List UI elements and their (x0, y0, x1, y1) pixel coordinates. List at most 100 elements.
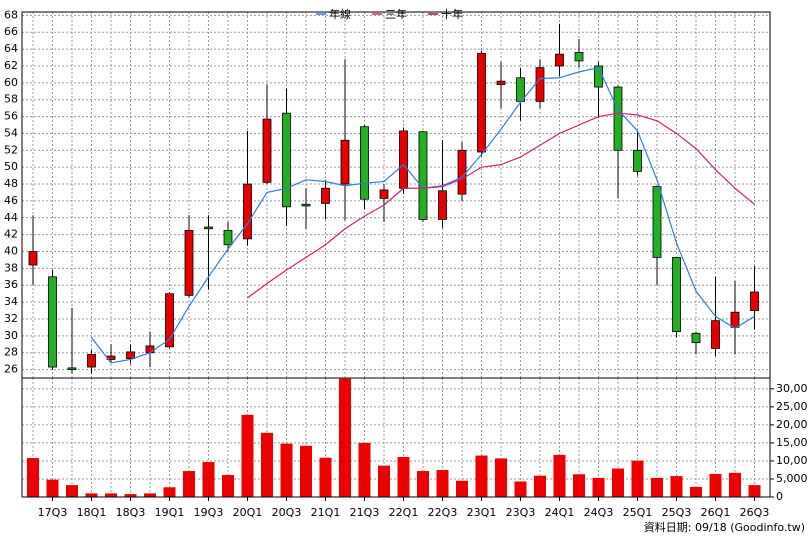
y-tick-label: 44 (4, 211, 18, 224)
volume-bar (397, 456, 410, 497)
candle-body (360, 126, 369, 200)
volume-bar (651, 477, 663, 497)
volume-bar (690, 486, 702, 497)
volume-bar (183, 471, 195, 497)
volume-bar (514, 481, 527, 497)
x-tick-label: 18Q3 (116, 506, 146, 519)
volume-bar (729, 472, 741, 497)
candle-body (223, 230, 233, 246)
y2-tick-label: 0 (776, 490, 783, 503)
y-tick-label: 62 (4, 59, 18, 72)
x-tick-label: 24Q1 (545, 506, 575, 519)
candle-body (282, 112, 291, 208)
volume-bar (475, 455, 488, 497)
volume-bar (85, 493, 98, 497)
x-tick-label: 20Q3 (272, 506, 302, 519)
candle-body (516, 77, 525, 102)
volume-bar (534, 475, 546, 497)
volume-bar (222, 475, 234, 497)
candle-body (399, 130, 408, 189)
volume-bar (670, 476, 683, 497)
volume-bar (241, 414, 254, 497)
candle-body (28, 251, 38, 266)
candle-body (594, 65, 603, 88)
candle-body (652, 186, 662, 258)
plot-area (22, 378, 770, 497)
y-tick-label: 68 (4, 8, 18, 21)
volume-bar (456, 480, 468, 497)
y-tick-label: 54 (4, 126, 18, 139)
y-tick-label: 36 (4, 278, 18, 291)
y-tick-label: 32 (4, 312, 18, 325)
source-note: 資料日期: 09/18 (Goodinfo.tw) (644, 520, 805, 534)
candle-body (633, 149, 642, 172)
candle-body (555, 53, 564, 67)
candle-body (496, 80, 506, 85)
legend-label: 十年 (441, 7, 463, 21)
candle-body (418, 131, 428, 220)
volume-bar (417, 471, 429, 497)
y-tick-label: 56 (4, 110, 18, 123)
y-tick-label: 30 (4, 329, 18, 342)
volume-bar (378, 465, 390, 497)
candle-body (691, 332, 701, 343)
x-tick-label: 17Q3 (38, 506, 68, 519)
candle-body (165, 293, 174, 348)
x-tick-label: 19Q3 (194, 506, 224, 519)
ma-line (247, 112, 755, 299)
candle-body (613, 86, 623, 151)
candle-body (457, 149, 467, 195)
candle-body (48, 276, 57, 368)
x-tick-label: 26Q3 (740, 506, 770, 519)
volume-bar (66, 485, 78, 497)
y-tick-label: 26 (4, 363, 18, 376)
volume-bar (300, 445, 312, 497)
candle-body (204, 226, 213, 230)
candle-body (750, 291, 759, 311)
candle-body (184, 230, 194, 296)
candle-body (340, 139, 350, 185)
candle-body (87, 353, 96, 368)
volume-bar (592, 477, 605, 497)
y-tick-label: 64 (4, 42, 18, 55)
candle-body (672, 257, 681, 333)
y2-tick-label: 10,000 (776, 454, 808, 467)
y-tick-label: 28 (4, 346, 18, 359)
y2-tick-label: 25,000 (776, 400, 808, 413)
volume-bar (261, 432, 273, 497)
y-tick-label: 50 (4, 160, 18, 173)
candle-body (321, 187, 330, 204)
volume-bar (339, 378, 351, 497)
y-tick-label: 38 (4, 261, 18, 274)
y2-tick-label: 30,000 (776, 382, 808, 395)
y-tick-label: 60 (4, 76, 18, 89)
y-tick-label: 52 (4, 143, 18, 156)
volume-bar (124, 494, 137, 497)
y-tick-label: 34 (4, 295, 18, 308)
legend: 年線 三年 十年 (316, 7, 463, 21)
candle-body (301, 203, 311, 207)
candle-body (379, 189, 389, 199)
y-tick-label: 58 (4, 93, 18, 106)
candle-body (67, 367, 77, 370)
x-tick-label: 22Q1 (389, 506, 419, 519)
x-tick-label: 21Q3 (350, 506, 380, 519)
y-tick-label: 46 (4, 194, 18, 207)
legend-label: 年線 (329, 7, 351, 21)
volume-bar (631, 460, 644, 497)
volume-bar (612, 468, 624, 497)
candle-body (535, 67, 545, 102)
x-tick-label: 26Q1 (701, 506, 731, 519)
y2-tick-label: 20,000 (776, 418, 808, 431)
volume-bar (553, 454, 566, 497)
candle-body (262, 118, 272, 183)
candle-body (243, 183, 252, 240)
y2-tick-label: 5,000 (776, 472, 808, 485)
volume-bar (46, 479, 59, 497)
volume-bar (163, 487, 176, 497)
candle-body (145, 345, 155, 354)
y-tick-label: 48 (4, 177, 18, 190)
volume-bar (358, 442, 371, 497)
x-tick-label: 22Q3 (428, 506, 458, 519)
